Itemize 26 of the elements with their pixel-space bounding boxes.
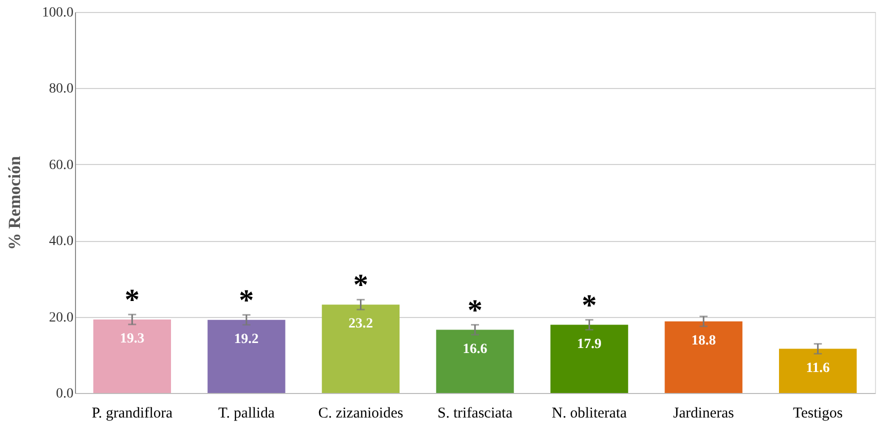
x-tick-label: Jardineras: [673, 406, 734, 422]
x-tick-label: Testigos: [792, 406, 843, 422]
x-tick-label: P. grandiflora: [92, 406, 173, 422]
y-tick-label: 40.0: [49, 234, 74, 250]
x-tick-label: C. zizanioides: [318, 406, 404, 422]
y-tick-label: 100.0: [42, 6, 74, 20]
data-label: 11.6: [806, 360, 830, 376]
x-tick-label: T. pallida: [218, 406, 275, 422]
data-label: 17.9: [577, 336, 602, 352]
data-label: 19.3: [120, 331, 144, 346]
y-tick-label: 0.0: [56, 386, 74, 402]
y-tick-label: 20.0: [49, 310, 74, 326]
annotation: *: [468, 294, 482, 327]
annotation: *: [238, 284, 254, 317]
data-label: 23.2: [348, 316, 373, 332]
data-label: 19.2: [234, 332, 259, 347]
y-tick-label: 80.0: [49, 82, 74, 97]
data-label: 18.8: [691, 333, 716, 348]
annotation: *: [353, 268, 368, 302]
annotation: *: [124, 284, 140, 317]
x-tick-label: N. obliterata: [552, 406, 628, 422]
x-tick-label: S. trifasciata: [438, 406, 513, 422]
y-tick-label: 60.0: [49, 158, 74, 173]
data-label: 16.6: [462, 342, 488, 357]
annotation: *: [582, 288, 597, 322]
y-axis-title: % Remoción: [5, 155, 24, 250]
